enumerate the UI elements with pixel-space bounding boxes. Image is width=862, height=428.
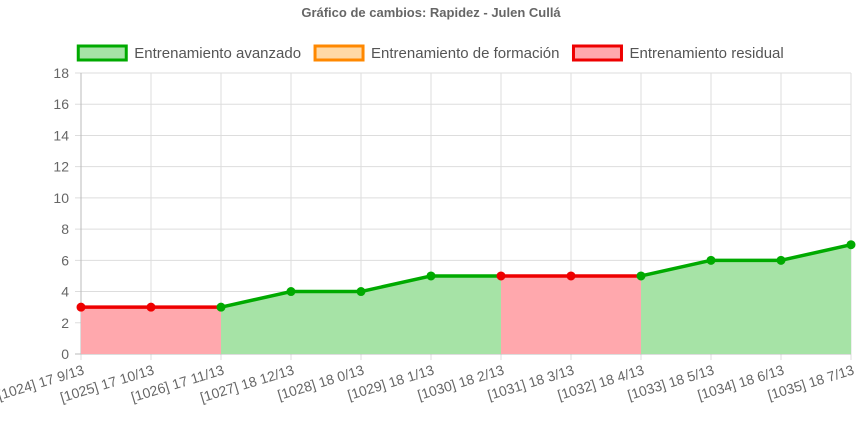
legend-label: Entrenamiento de formación xyxy=(371,45,559,62)
data-point[interactable] xyxy=(636,271,646,281)
area-segment xyxy=(641,244,851,354)
y-tick-label: 18 xyxy=(53,65,69,81)
legend-item[interactable]: Entrenamiento avanzado xyxy=(76,44,301,62)
data-point[interactable] xyxy=(706,255,716,265)
data-point[interactable] xyxy=(286,287,296,297)
y-tick-label: 0 xyxy=(61,346,69,362)
data-point[interactable] xyxy=(846,240,856,250)
legend-swatch xyxy=(571,44,623,62)
y-tick-label: 4 xyxy=(61,284,69,300)
data-point[interactable] xyxy=(146,302,156,312)
y-tick-label: 6 xyxy=(61,252,69,268)
y-tick-label: 8 xyxy=(61,221,69,237)
y-tick-label: 12 xyxy=(53,159,69,175)
area-segment xyxy=(81,307,221,354)
legend-item[interactable]: Entrenamiento residual xyxy=(571,44,784,62)
y-tick-label: 10 xyxy=(53,190,69,206)
data-point[interactable] xyxy=(776,255,786,265)
data-point[interactable] xyxy=(426,271,436,281)
y-tick-label: 14 xyxy=(53,127,69,143)
y-tick-label: 16 xyxy=(53,96,69,112)
legend-swatch xyxy=(313,44,365,62)
legend-label: Entrenamiento residual xyxy=(629,45,783,62)
data-point[interactable] xyxy=(216,302,226,312)
data-point[interactable] xyxy=(76,302,86,312)
series-line xyxy=(640,243,852,278)
data-point[interactable] xyxy=(356,287,366,297)
legend-swatch xyxy=(76,44,128,62)
legend-item[interactable]: Entrenamiento de formación xyxy=(313,44,559,62)
data-point[interactable] xyxy=(496,271,506,281)
data-points xyxy=(76,240,856,312)
legend[interactable]: Entrenamiento avanzado Entrenamiento de f… xyxy=(76,44,784,62)
data-point[interactable] xyxy=(566,271,576,281)
legend-label: Entrenamiento avanzado xyxy=(134,45,301,62)
y-tick-label: 2 xyxy=(61,315,69,331)
area-segment xyxy=(501,275,641,354)
chart-title: Gráfico de cambios: Rapidez - Julen Cull… xyxy=(301,5,561,20)
